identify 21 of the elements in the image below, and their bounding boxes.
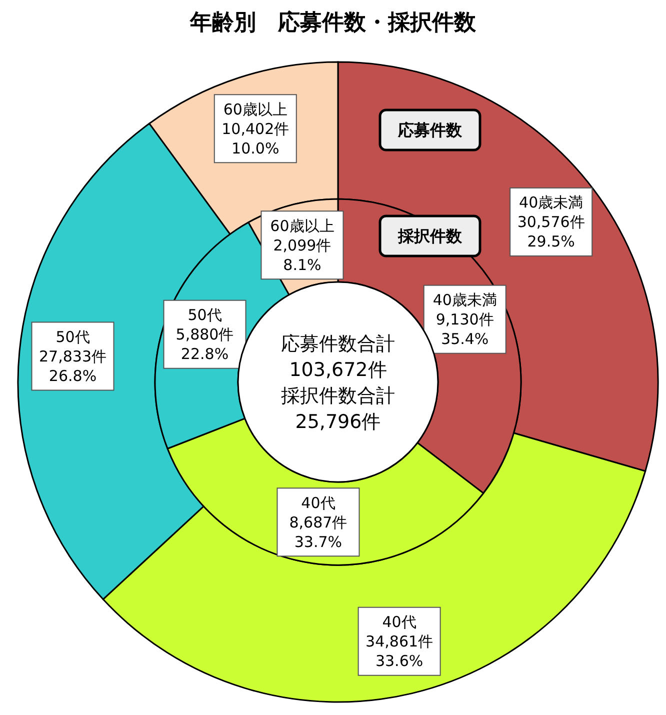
data-label: 5,880件 22.8% xyxy=(176,326,234,364)
slice-label: 採択件数 xyxy=(397,226,463,246)
slice-label: 60歳以上 xyxy=(270,216,334,235)
slice-label: 60歳以上 xyxy=(223,100,288,118)
data-label: 8,687件 33.7% xyxy=(289,513,348,551)
data-label: 34,861件 33.6% xyxy=(366,632,434,670)
data-label: 30,576件 29.5% xyxy=(517,213,585,251)
text: 応募件数合計 103,672件 xyxy=(281,333,395,381)
slice-label: 50代 xyxy=(56,328,90,346)
slice-label: 40代 xyxy=(301,494,336,512)
data-label: 27,833件 26.8% xyxy=(39,347,106,385)
data-label: 9,130件 35.4% xyxy=(436,310,494,348)
slice-label: 40代 xyxy=(382,613,416,632)
data-label: 10,402件 10.0% xyxy=(222,120,290,158)
slice-label: 応募件数 xyxy=(397,120,463,140)
slice-label: 40歳未満 xyxy=(519,194,584,212)
text: 採択件数合計 25,796件 xyxy=(281,385,395,433)
slice-label: 40歳未満 xyxy=(432,291,497,310)
chart-title: 年齢別 応募件数・採択件数 xyxy=(189,10,477,36)
slice-label: 50代 xyxy=(188,306,222,324)
data-label: 2,099件 8.1% xyxy=(273,236,332,274)
